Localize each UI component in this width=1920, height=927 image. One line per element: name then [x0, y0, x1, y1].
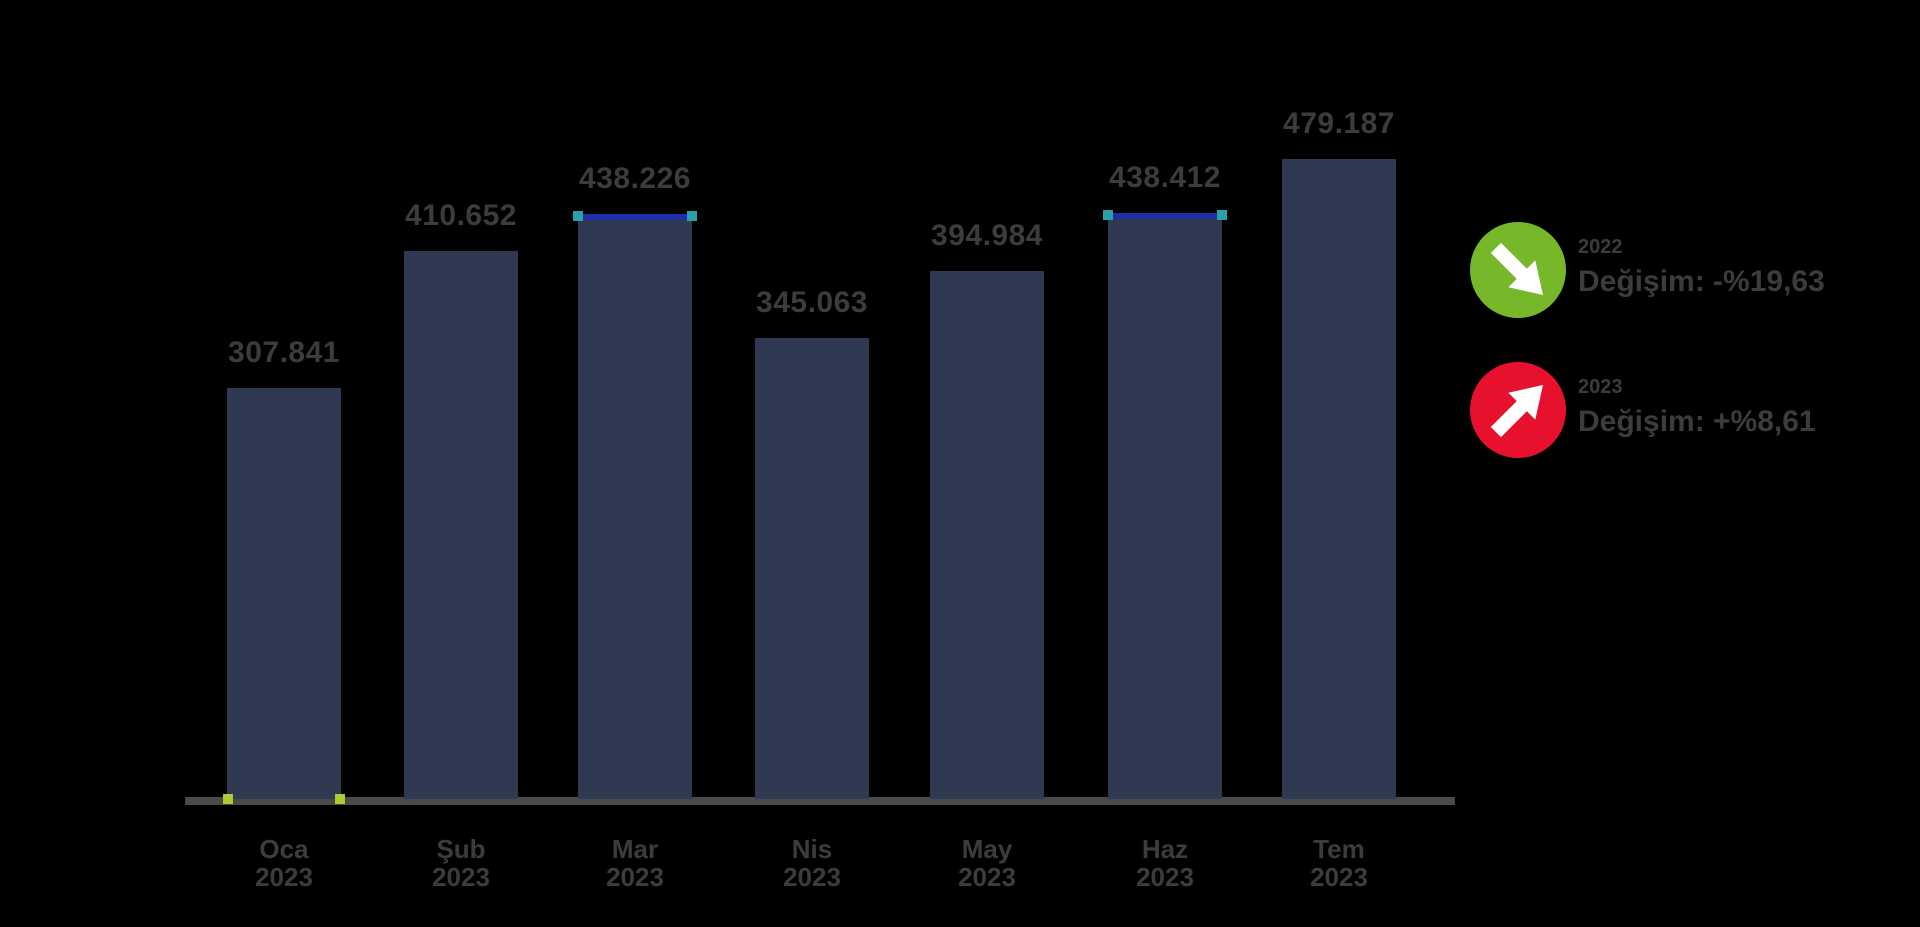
legend-label: 2022 [1578, 236, 1623, 258]
bar-cap-line [1108, 213, 1222, 219]
bar-1 [223, 388, 345, 804]
arrow-up-right-icon [1490, 385, 1543, 438]
cap-handle-icon [687, 211, 697, 221]
legend-value: Değişim: -%19,63 [1578, 265, 1825, 298]
bar-value-label: 394.984 [931, 219, 1043, 252]
cap-handle-icon [1217, 210, 1227, 220]
bar-value-label: 410.652 [405, 199, 517, 232]
bar-value-label: 345.063 [756, 286, 868, 319]
x-axis-label: May 2023 [958, 834, 1016, 892]
bar-3 [573, 211, 697, 799]
legend-value: Değişim: +%8,61 [1578, 405, 1816, 438]
bar-4 [755, 338, 869, 799]
x-axis-label: Tem 2023 [1310, 834, 1368, 892]
bar-5 [930, 271, 1044, 799]
x-axis-line [185, 797, 1455, 805]
bar-value-label: 438.226 [579, 162, 691, 195]
x-axis-label: Nis 2023 [783, 834, 841, 892]
bar-value-label: 307.841 [228, 336, 340, 369]
bar-value-label: 438.412 [1109, 161, 1221, 194]
selection-handle-icon [223, 794, 233, 804]
cap-handle-icon [573, 211, 583, 221]
x-axis-label: Oca 2023 [255, 834, 313, 892]
bar-6 [1103, 210, 1227, 799]
selection-handle-icon [335, 794, 345, 804]
bar-value-label: 479.187 [1283, 107, 1395, 140]
cap-handle-icon [1103, 210, 1113, 220]
x-axis-label: Şub 2023 [432, 834, 490, 892]
arrow-down-right-icon [1490, 242, 1543, 295]
x-axis-label: Haz 2023 [1136, 834, 1194, 892]
bar-2 [404, 251, 518, 799]
x-axis-label: Mar 2023 [606, 834, 664, 892]
legend-label: 2023 [1578, 376, 1623, 398]
bar-cap-line [578, 214, 692, 220]
bar-7 [1282, 159, 1396, 799]
